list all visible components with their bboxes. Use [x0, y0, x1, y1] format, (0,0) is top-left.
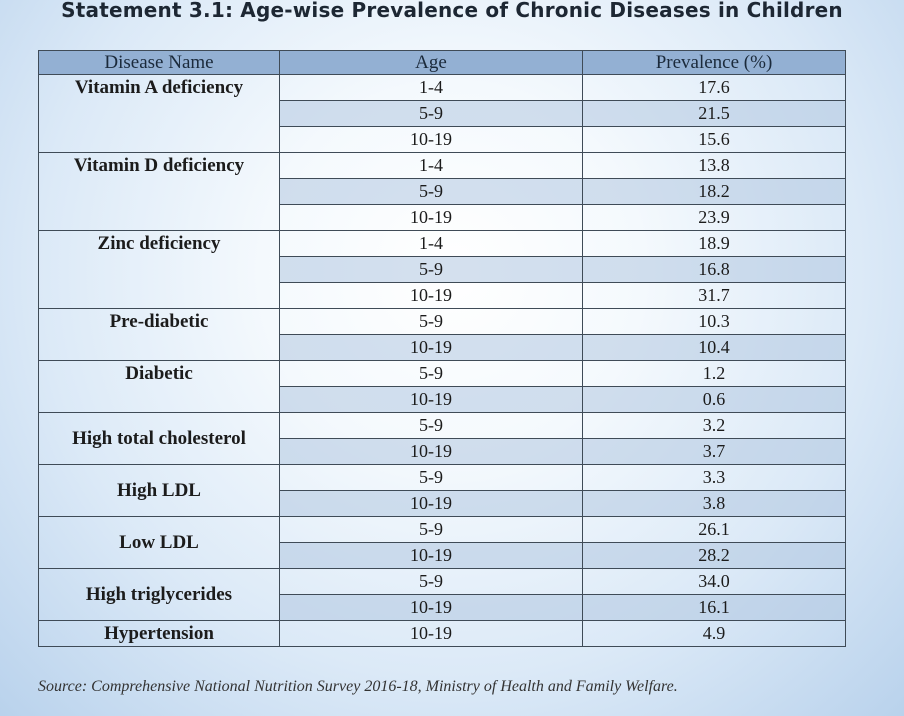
- age-cell: 5-9: [279, 308, 583, 335]
- table-row: 5-9 16.8: [39, 256, 846, 283]
- prevalence-cell: 18.9: [582, 230, 846, 257]
- age-cell: 10-19: [279, 386, 583, 413]
- disease-cell: Pre-diabetic: [38, 308, 280, 361]
- table-row: Diabetic 5-9 1.2: [38, 360, 846, 413]
- prevalence-cell: 0.6: [582, 386, 846, 413]
- table-body: Vitamin A deficiency 1-4 17.6 5-9 21.5 1…: [38, 74, 846, 647]
- prevalence-cell: 26.1: [582, 516, 846, 543]
- disease-cell: Vitamin A deficiency: [38, 74, 280, 153]
- table-row: Vitamin A deficiency 1-4 17.6: [38, 74, 846, 153]
- prevalence-cell: 3.7: [582, 438, 846, 465]
- prevalence-cell: 21.5: [582, 100, 846, 127]
- table-row: High total cholesterol 5-9 3.2: [38, 412, 846, 465]
- prevalence-cell: 4.9: [582, 620, 846, 647]
- prevalence-cell: 18.2: [582, 178, 846, 205]
- prevalence-cell: 15.6: [582, 126, 846, 153]
- table-row: High triglycerides 5-9 34.0: [38, 568, 846, 621]
- disease-cell: Low LDL: [38, 516, 280, 569]
- age-cell: 10-19: [279, 620, 583, 647]
- prevalence-cell: 17.6: [582, 74, 846, 101]
- disease-cell: High LDL: [38, 464, 280, 517]
- prevalence-cell: 28.2: [582, 542, 846, 569]
- table-row: 10-19 3.7: [39, 438, 846, 465]
- age-cell: 5-9: [279, 100, 583, 127]
- table-row: Zinc deficiency 1-4 18.9: [38, 230, 846, 309]
- age-cell: 5-9: [279, 464, 583, 491]
- header-disease-name: Disease Name: [38, 50, 280, 75]
- source-note: Source: Comprehensive National Nutrition…: [38, 678, 678, 695]
- prevalence-cell: 13.8: [582, 152, 846, 179]
- prevalence-cell: 10.3: [582, 308, 846, 335]
- table-row: Low LDL 5-9 26.1: [38, 516, 846, 569]
- prevalence-cell: 16.1: [582, 594, 846, 621]
- table-row: 5-9 18.2: [39, 178, 846, 205]
- age-cell: 5-9: [279, 568, 583, 595]
- age-cell: 1-4: [279, 152, 583, 179]
- page-title: Statement 3.1: Age-wise Prevalence of Ch…: [61, 0, 843, 22]
- table-row: Hypertension 10-19 4.9: [38, 620, 846, 647]
- prevalence-cell: 3.8: [582, 490, 846, 517]
- age-cell: 1-4: [279, 230, 583, 257]
- age-cell: 5-9: [279, 178, 583, 205]
- age-cell: 5-9: [279, 412, 583, 439]
- disease-cell: Diabetic: [38, 360, 280, 413]
- prevalence-cell: 34.0: [582, 568, 846, 595]
- disease-cell: Hypertension: [38, 620, 280, 647]
- age-cell: 5-9: [279, 360, 583, 387]
- table-header-row: Disease Name Age Prevalence (%): [38, 50, 846, 75]
- header-age: Age: [279, 50, 583, 75]
- age-cell: 10-19: [279, 126, 583, 153]
- table-row: 5-9 21.5: [39, 100, 846, 127]
- age-cell: 10-19: [279, 438, 583, 465]
- table-row: 10-19 16.1: [39, 594, 846, 621]
- prevalence-table: Disease Name Age Prevalence (%) Vitamin …: [38, 50, 846, 647]
- table-row: 10-19 15.6: [39, 126, 846, 153]
- age-cell: 5-9: [279, 256, 583, 283]
- table-row: High LDL 5-9 3.3: [38, 464, 846, 517]
- table-row: 10-19 23.9: [39, 204, 846, 231]
- prevalence-cell: 31.7: [582, 282, 846, 309]
- age-cell: 5-9: [279, 516, 583, 543]
- disease-cell: High triglycerides: [38, 568, 280, 621]
- age-cell: 10-19: [279, 490, 583, 517]
- table-row: 10-19 31.7: [39, 282, 846, 309]
- disease-cell: Zinc deficiency: [38, 230, 280, 309]
- prevalence-cell: 1.2: [582, 360, 846, 387]
- disease-cell: High total cholesterol: [38, 412, 280, 465]
- prevalence-cell: 16.8: [582, 256, 846, 283]
- age-cell: 10-19: [279, 542, 583, 569]
- age-cell: 10-19: [279, 204, 583, 231]
- prevalence-cell: 3.3: [582, 464, 846, 491]
- header-prevalence: Prevalence (%): [582, 50, 846, 75]
- table-row: Vitamin D deficiency 1-4 13.8: [38, 152, 846, 231]
- prevalence-cell: 23.9: [582, 204, 846, 231]
- table-row: 10-19 10.4: [39, 334, 846, 361]
- table-row: 10-19 0.6: [39, 386, 846, 413]
- age-cell: 10-19: [279, 334, 583, 361]
- table-row: Pre-diabetic 5-9 10.3: [38, 308, 846, 361]
- prevalence-cell: 10.4: [582, 334, 846, 361]
- table-row: 10-19 28.2: [39, 542, 846, 569]
- disease-cell: Vitamin D deficiency: [38, 152, 280, 231]
- age-cell: 10-19: [279, 282, 583, 309]
- age-cell: 1-4: [279, 74, 583, 101]
- age-cell: 10-19: [279, 594, 583, 621]
- prevalence-cell: 3.2: [582, 412, 846, 439]
